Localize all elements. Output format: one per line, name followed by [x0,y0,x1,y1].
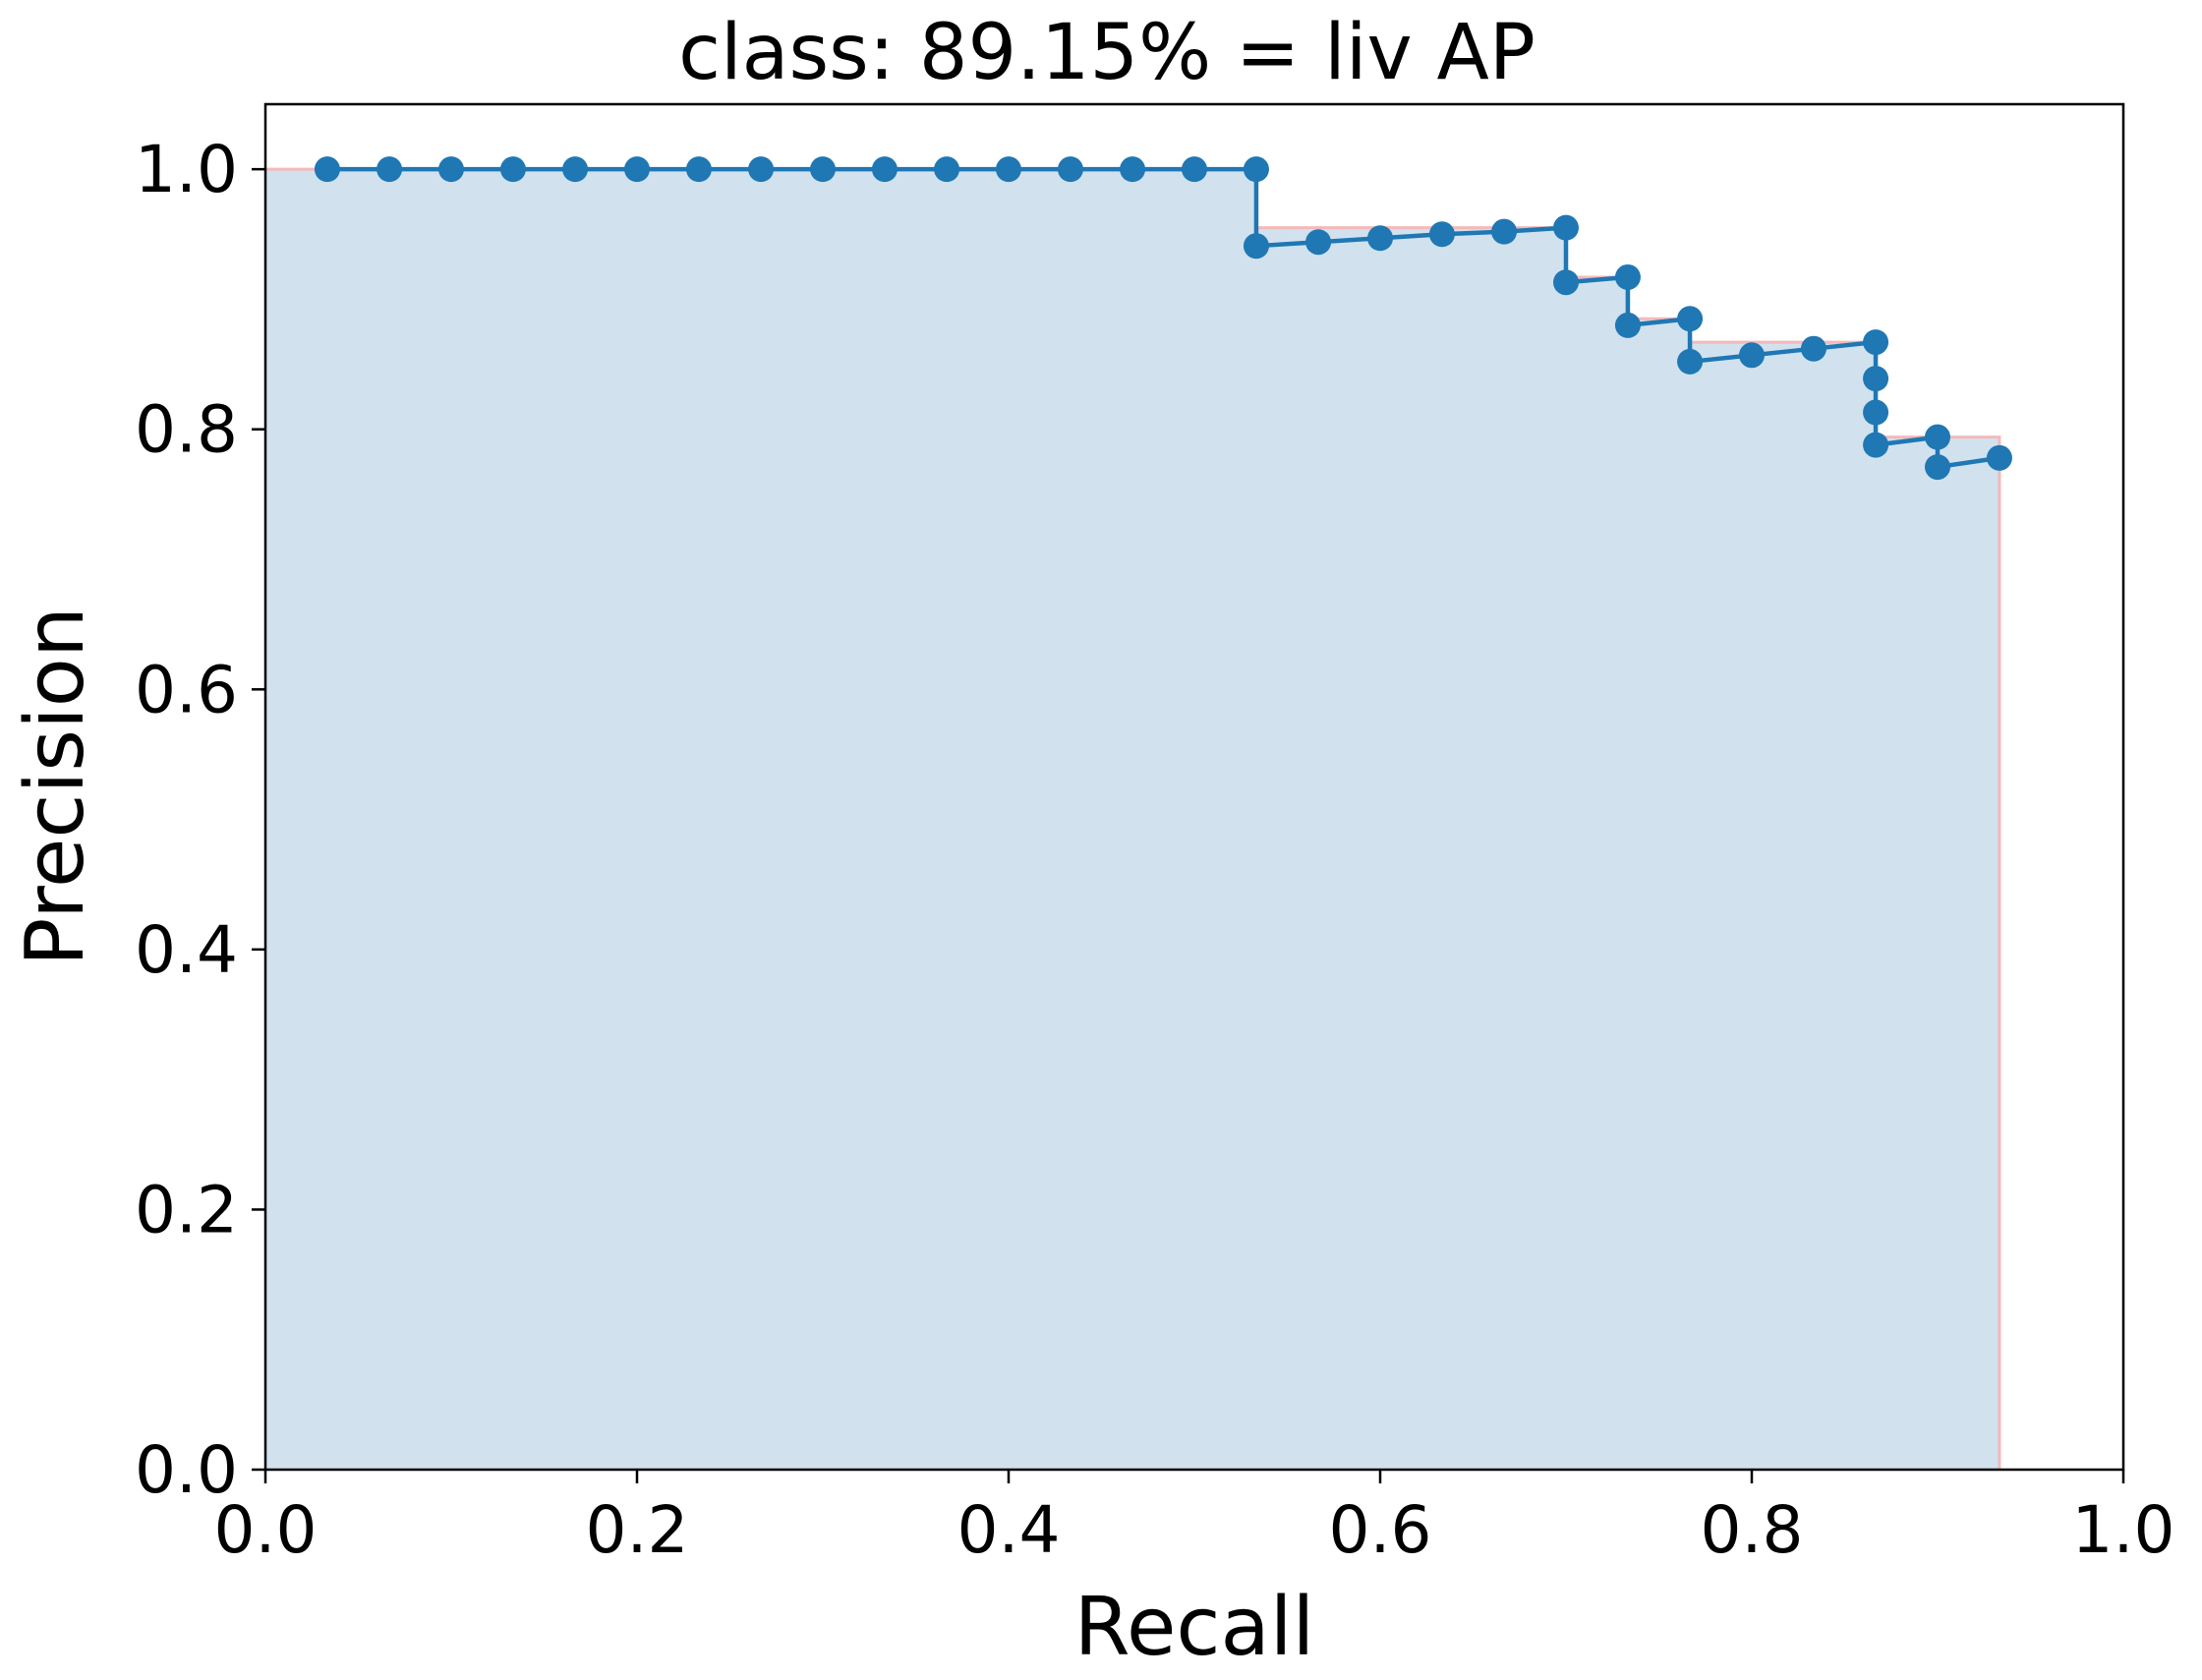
pr-point [1925,454,1950,481]
pr-point [1367,225,1393,252]
pr-point [1677,348,1704,375]
pr-point [748,156,775,183]
pr-point [1428,221,1455,248]
pr-point [624,156,650,183]
pr-point [996,156,1021,183]
pr-point [685,156,712,183]
pr-point [1553,214,1579,241]
pr-point [377,156,403,183]
y-tick-label: 1.0 [135,132,238,207]
pr-point [1057,156,1083,183]
pr-point [1243,156,1269,183]
x-tick-label: 0.4 [957,1492,1061,1568]
y-tick-label: 0.4 [135,912,238,988]
pr-point [1863,366,1889,392]
x-tick-label: 1.0 [2072,1492,2175,1568]
pr-point [314,156,340,183]
pr-point [934,156,960,183]
pr-point [871,156,898,183]
y-tick-label: 0.6 [135,652,238,727]
chart-title: class: 89.15% = liv AP [678,9,1536,97]
y-tick-label: 0.8 [135,392,238,468]
pr-point [1863,432,1889,458]
pr-point [1925,424,1950,450]
points-layer [314,156,2012,481]
pr-point [438,156,464,183]
y-tick-label: 0.2 [135,1172,238,1247]
pr-point [810,156,836,183]
pr-point [1491,218,1518,245]
interpolated-area-fill [265,169,1999,1471]
pr-point [562,156,589,183]
x-tick-label: 0.8 [1701,1492,1804,1568]
ticks-layer: 0.0 0.2 0.4 0.6 0.8 1.0 0.0 0.2 0.4 0.6 0.8 1.0 [135,132,2174,1568]
x-tick-label: 0.0 [214,1492,318,1568]
pr-point [1739,342,1765,369]
pr-point [1182,156,1207,183]
pr-point [1305,229,1332,256]
x-tick-label: 0.2 [586,1492,689,1568]
pr-point [1243,233,1269,260]
pr-point [1677,306,1704,332]
x-axis-label: Recall [1074,1581,1315,1674]
y-axis-label: Precision [9,607,102,966]
pr-point [1863,329,1889,356]
pr-point [1800,335,1826,362]
pr-point [1614,263,1641,290]
pr-point [1614,312,1641,338]
pr-point [1986,444,2012,471]
pr-point [1863,399,1889,426]
x-tick-label: 0.6 [1329,1492,1432,1568]
y-tick-label: 0.0 [135,1432,238,1508]
plot-frame [263,102,2125,1472]
area-layer [265,167,2001,1471]
pr-point [1120,156,1146,183]
pr-point [499,156,526,183]
pr-point [1553,269,1579,296]
